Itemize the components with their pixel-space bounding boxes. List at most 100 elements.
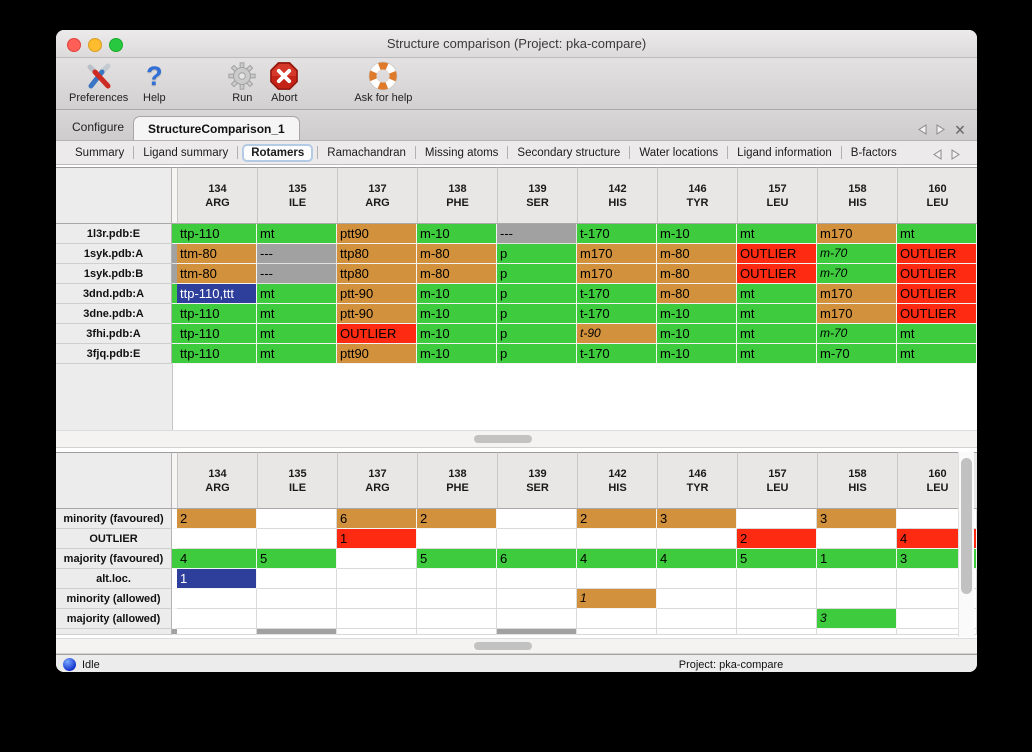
next-arrow-icon[interactable] [951, 147, 961, 160]
table-cell[interactable]: 4 [897, 529, 977, 549]
table-cell[interactable]: 5 [737, 549, 817, 569]
table-cell[interactable]: mt [257, 344, 337, 364]
table-cell[interactable]: 4 [577, 549, 657, 569]
table-cell[interactable] [897, 509, 977, 529]
table-cell[interactable] [657, 609, 737, 629]
table-cell[interactable] [657, 529, 737, 549]
table-cell[interactable]: m-10 [417, 224, 497, 244]
table-cell[interactable]: mt [897, 324, 977, 344]
column-header-137[interactable]: 137 ARG [337, 167, 417, 224]
table-cell[interactable] [737, 589, 817, 609]
table-cell[interactable] [497, 609, 577, 629]
subtab-summary[interactable]: Summary [75, 146, 125, 159]
table-cell[interactable] [737, 509, 817, 529]
table-cell[interactable] [817, 589, 897, 609]
column-header-142[interactable]: 142 HIS [577, 452, 657, 509]
table-cell[interactable]: --- [257, 244, 337, 264]
table-cell[interactable]: mt [737, 344, 817, 364]
table-cell[interactable]: p [497, 324, 577, 344]
close-icon[interactable] [955, 122, 965, 135]
table-cell[interactable]: mt [257, 224, 337, 244]
table-cell[interactable] [897, 609, 977, 629]
table-cell[interactable] [177, 609, 257, 629]
table-cell[interactable] [177, 529, 257, 549]
column-header-157[interactable]: 157 LEU [737, 167, 817, 224]
column-header-138[interactable]: 138 PHE [417, 452, 497, 509]
table-cell[interactable]: m-10 [417, 284, 497, 304]
table-cell[interactable] [417, 529, 497, 549]
table-cell[interactable]: m-10 [657, 304, 737, 324]
table-cell[interactable]: t-170 [577, 344, 657, 364]
table-cell[interactable]: ttp80 [337, 244, 417, 264]
column-header-135[interactable]: 135 ILE [257, 167, 337, 224]
tab-structurecomparison[interactable]: StructureComparison_1 [133, 116, 300, 140]
table-cell[interactable]: t-90 [577, 324, 657, 344]
column-header-134[interactable]: 134 ARG [177, 452, 257, 509]
table-cell[interactable]: ttm-80 [177, 264, 257, 284]
vertical-scrollbar[interactable] [958, 452, 974, 637]
table-cell[interactable]: 5 [417, 549, 497, 569]
table-cell[interactable] [657, 569, 737, 589]
table-cell[interactable]: ptt-90 [337, 284, 417, 304]
table-cell[interactable]: p [497, 244, 577, 264]
table-cell[interactable]: OUTLIER [897, 244, 977, 264]
table-cell[interactable]: p [497, 304, 577, 324]
table-cell[interactable]: 6 [337, 509, 417, 529]
table-cell[interactable]: --- [257, 264, 337, 284]
table-cell[interactable]: m-10 [417, 344, 497, 364]
table-cell[interactable] [497, 529, 577, 549]
table-cell[interactable] [257, 609, 337, 629]
splitter-handle[interactable] [474, 642, 532, 650]
table-cell[interactable]: m-10 [417, 324, 497, 344]
table-cell[interactable] [257, 589, 337, 609]
run-button[interactable]: Run [221, 58, 263, 104]
table-cell[interactable] [337, 569, 417, 589]
table-cell[interactable] [417, 609, 497, 629]
table-cell[interactable] [417, 589, 497, 609]
bottom-splitter[interactable] [56, 638, 977, 654]
table-cell[interactable]: mt [737, 224, 817, 244]
column-header-146[interactable]: 146 TYR [657, 452, 737, 509]
table-cell[interactable] [497, 509, 577, 529]
table-cell[interactable]: 1 [337, 529, 417, 549]
table-cell[interactable]: m170 [817, 304, 897, 324]
table-cell[interactable] [737, 569, 817, 589]
table-cell[interactable]: OUTLIER [337, 324, 417, 344]
table-cell[interactable]: 4 [177, 549, 257, 569]
table-cell[interactable]: mt [737, 284, 817, 304]
table-cell[interactable]: mt [257, 304, 337, 324]
table-cell[interactable]: ttp-110 [177, 344, 257, 364]
column-header-134[interactable]: 134 ARG [177, 167, 257, 224]
table-cell[interactable]: m170 [817, 284, 897, 304]
table-cell[interactable]: 3 [897, 549, 977, 569]
table-cell[interactable] [577, 569, 657, 589]
table-cell[interactable]: m170 [817, 224, 897, 244]
table-cell[interactable]: 3 [817, 609, 897, 629]
subtab-ligand-summary[interactable]: Ligand summary [143, 146, 229, 159]
table-cell[interactable]: p [497, 344, 577, 364]
table-cell[interactable] [497, 569, 577, 589]
subtab-water-locations[interactable]: Water locations [639, 146, 719, 159]
table-cell[interactable]: ttp-110 [177, 224, 257, 244]
table-cell[interactable]: 2 [737, 529, 817, 549]
table-cell[interactable]: 4 [657, 549, 737, 569]
column-header-160[interactable]: 160 LEU [897, 167, 977, 224]
table-cell[interactable] [817, 529, 897, 549]
table-cell[interactable]: 3 [657, 509, 737, 529]
table-cell[interactable]: mt [737, 304, 817, 324]
preferences-button[interactable]: Preferences [64, 58, 133, 104]
table-cell[interactable]: OUTLIER [897, 284, 977, 304]
table-cell[interactable]: m-70 [817, 324, 897, 344]
table-cell[interactable]: t-170 [577, 284, 657, 304]
table-cell[interactable]: m-10 [657, 224, 737, 244]
table-cell[interactable]: m170 [577, 264, 657, 284]
table-cell[interactable]: 3 [817, 509, 897, 529]
tab-configure[interactable]: Configure [72, 120, 125, 134]
table-cell[interactable] [577, 609, 657, 629]
table-cell[interactable]: t-170 [577, 224, 657, 244]
splitter-handle[interactable] [474, 435, 532, 443]
scrollbar-thumb[interactable] [961, 458, 972, 594]
table-cell[interactable] [737, 609, 817, 629]
table-cell[interactable]: mt [737, 324, 817, 344]
column-header-138[interactable]: 138 PHE [417, 167, 497, 224]
